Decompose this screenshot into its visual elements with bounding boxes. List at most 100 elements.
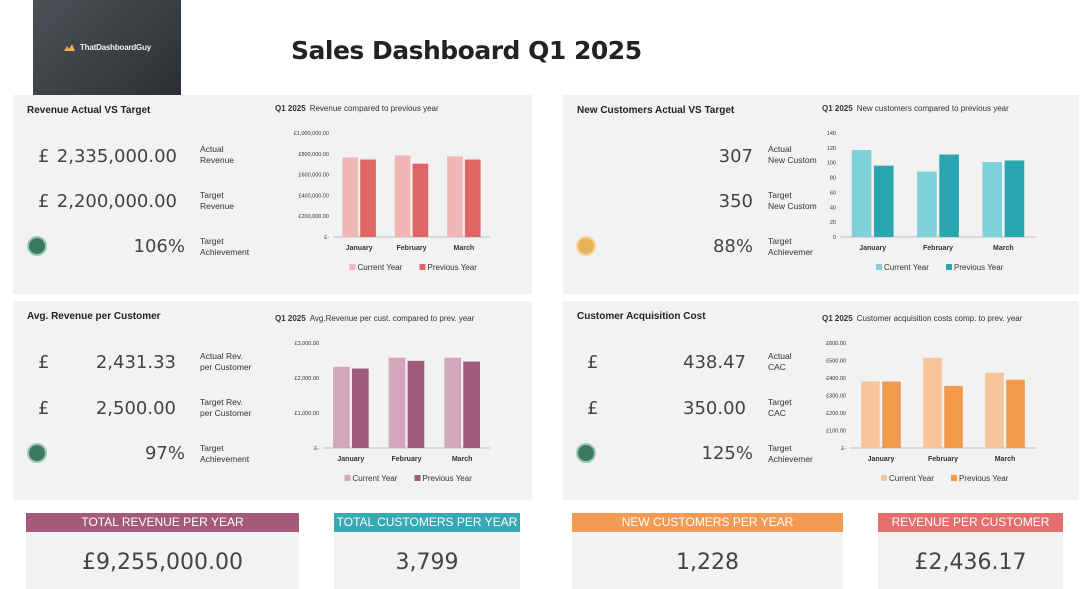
x-tick-label: February	[923, 245, 953, 252]
currency-symbol: £	[38, 191, 50, 212]
bar	[923, 357, 942, 448]
bar	[882, 381, 901, 448]
actual-customers-value: 307	[718, 146, 753, 167]
legend-swatch	[344, 475, 351, 481]
bar	[985, 372, 1004, 448]
cac-chart: £- £100.00 £200.00 £300.00 £400.00 £500.00 £60…	[826, 341, 1036, 483]
bar	[873, 165, 894, 237]
bar	[917, 171, 937, 237]
actual-avg-revenue-label-1: Actual Rev.	[200, 351, 243, 361]
y-tick-label: £-	[314, 446, 319, 452]
x-tick-label: March	[452, 456, 473, 463]
target-customers-label-2: New Custom	[768, 201, 817, 211]
logo-icon	[63, 44, 75, 51]
legend-label: Current Year	[353, 474, 398, 483]
bar	[333, 366, 350, 448]
total-customers-value: 3,799	[395, 550, 459, 575]
y-tick-label: £-	[841, 446, 846, 452]
bar	[447, 156, 463, 237]
avg-revenue-achievement-label-2: Achievement	[200, 454, 250, 464]
logo-text: ThatDashboardGuy	[79, 43, 152, 52]
bar	[982, 161, 1003, 237]
actual-cac-label-1: Actual	[768, 351, 792, 361]
legend-label: Previous Year	[959, 474, 1009, 483]
avg-revenue-chart: £- £1,000.00 £2,000.00 £3,000.00 January Febr…	[295, 341, 490, 483]
y-tick-label: 20	[830, 220, 836, 226]
currency-symbol: £	[587, 352, 599, 373]
y-tick-label: 0	[833, 235, 836, 241]
x-tick-label: February	[392, 456, 422, 463]
chart-title: Q1 2025 New customers compared to previou…	[822, 104, 1009, 113]
x-tick-label: March	[995, 456, 1016, 463]
y-tick-label: £500.00	[826, 359, 846, 365]
check-icon	[27, 236, 47, 256]
actual-cac-label-2: CAC	[768, 362, 786, 372]
legend-swatch	[951, 475, 957, 481]
target-revenue-label-2: Revenue	[200, 201, 235, 211]
currency-symbol: £	[587, 398, 599, 419]
x-tick-label: January	[868, 456, 895, 463]
revenue-achievement-label-1: Target	[200, 236, 224, 246]
x-tick-label: March	[454, 245, 475, 252]
bar	[444, 357, 462, 448]
revenue-achievement-label-2: Achievement	[200, 247, 250, 257]
customers-achievement-value: 88%	[712, 236, 753, 257]
check-icon	[27, 443, 47, 463]
bar	[939, 154, 959, 237]
revenue-per-customer-value: £2,436.17	[914, 550, 1027, 575]
panel-title: Revenue Actual VS Target	[27, 105, 151, 116]
avg-revenue-achievement-label-1: Target	[200, 443, 224, 453]
bar	[851, 150, 872, 237]
actual-customers-label-2: New Custom	[768, 155, 817, 165]
x-tick-label: February	[397, 245, 427, 252]
y-tick-label: 80	[830, 176, 836, 182]
target-customers-label-1: Target	[768, 190, 792, 200]
new-customers-box: 1,228	[572, 532, 843, 589]
y-tick-label: 60	[830, 190, 836, 196]
actual-cac-value: 438.47	[683, 352, 746, 373]
y-tick-label: £200.00	[826, 411, 846, 417]
y-tick-label: £2,000.00	[295, 376, 319, 382]
avg-revenue-panel: Avg. Revenue per Customer Q1 2025 Avg.Rev…	[13, 301, 532, 500]
bar	[412, 163, 429, 237]
bar	[861, 381, 880, 448]
cac-achievement-label-2: Achievemer	[768, 454, 813, 464]
bar	[407, 360, 425, 448]
page-title: Sales Dashboard Q1 2025	[291, 36, 642, 65]
legend-swatch	[946, 264, 952, 270]
cac-achievement-value: 125%	[701, 443, 753, 464]
legend-label: Current Year	[358, 263, 403, 272]
legend-swatch	[876, 264, 882, 270]
legend-label: Previous Year	[954, 263, 1004, 272]
actual-customers-label-1: Actual	[768, 144, 792, 154]
bar	[944, 385, 963, 448]
revenue-achievement-value: 106%	[133, 236, 185, 257]
y-tick-label: £1,000.00	[295, 411, 319, 417]
y-tick-label: £1,000,000.00	[294, 131, 329, 137]
target-cac-label-2: CAC	[768, 408, 786, 418]
revenue-per-customer-box: £2,436.17	[878, 532, 1063, 589]
target-cac-label-1: Target	[768, 397, 792, 407]
bar	[388, 357, 406, 448]
currency-symbol: £	[38, 352, 50, 373]
y-tick-label: £300.00	[826, 394, 846, 400]
x-tick-label: January	[346, 245, 373, 252]
panel-title: Avg. Revenue per Customer	[27, 311, 161, 322]
legend-swatch	[349, 264, 356, 270]
x-tick-label: January	[859, 245, 886, 252]
chart-title: Q1 2025 Avg.Revenue per cust. compared to…	[275, 314, 475, 323]
y-tick-label: £400,000.00	[298, 193, 329, 199]
legend-swatch	[419, 264, 426, 270]
actual-avg-revenue-label-2: per Customer	[200, 362, 252, 372]
cac-achievement-label-1: Target	[768, 443, 792, 453]
legend-label: Current Year	[889, 474, 934, 483]
total-revenue-value: £9,255,000.00	[82, 550, 243, 575]
target-revenue-label-1: Target	[200, 190, 224, 200]
total-revenue-box: £9,255,000.00	[26, 532, 299, 589]
total-customers-box: 3,799	[334, 532, 520, 589]
target-avg-revenue-label-2: per Customer	[200, 408, 252, 418]
legend-label: Previous Year	[423, 474, 473, 483]
customers-achievement-label-2: Achievemer	[768, 247, 813, 257]
new-customers-value: 1,228	[676, 550, 739, 575]
check-icon	[576, 443, 596, 463]
